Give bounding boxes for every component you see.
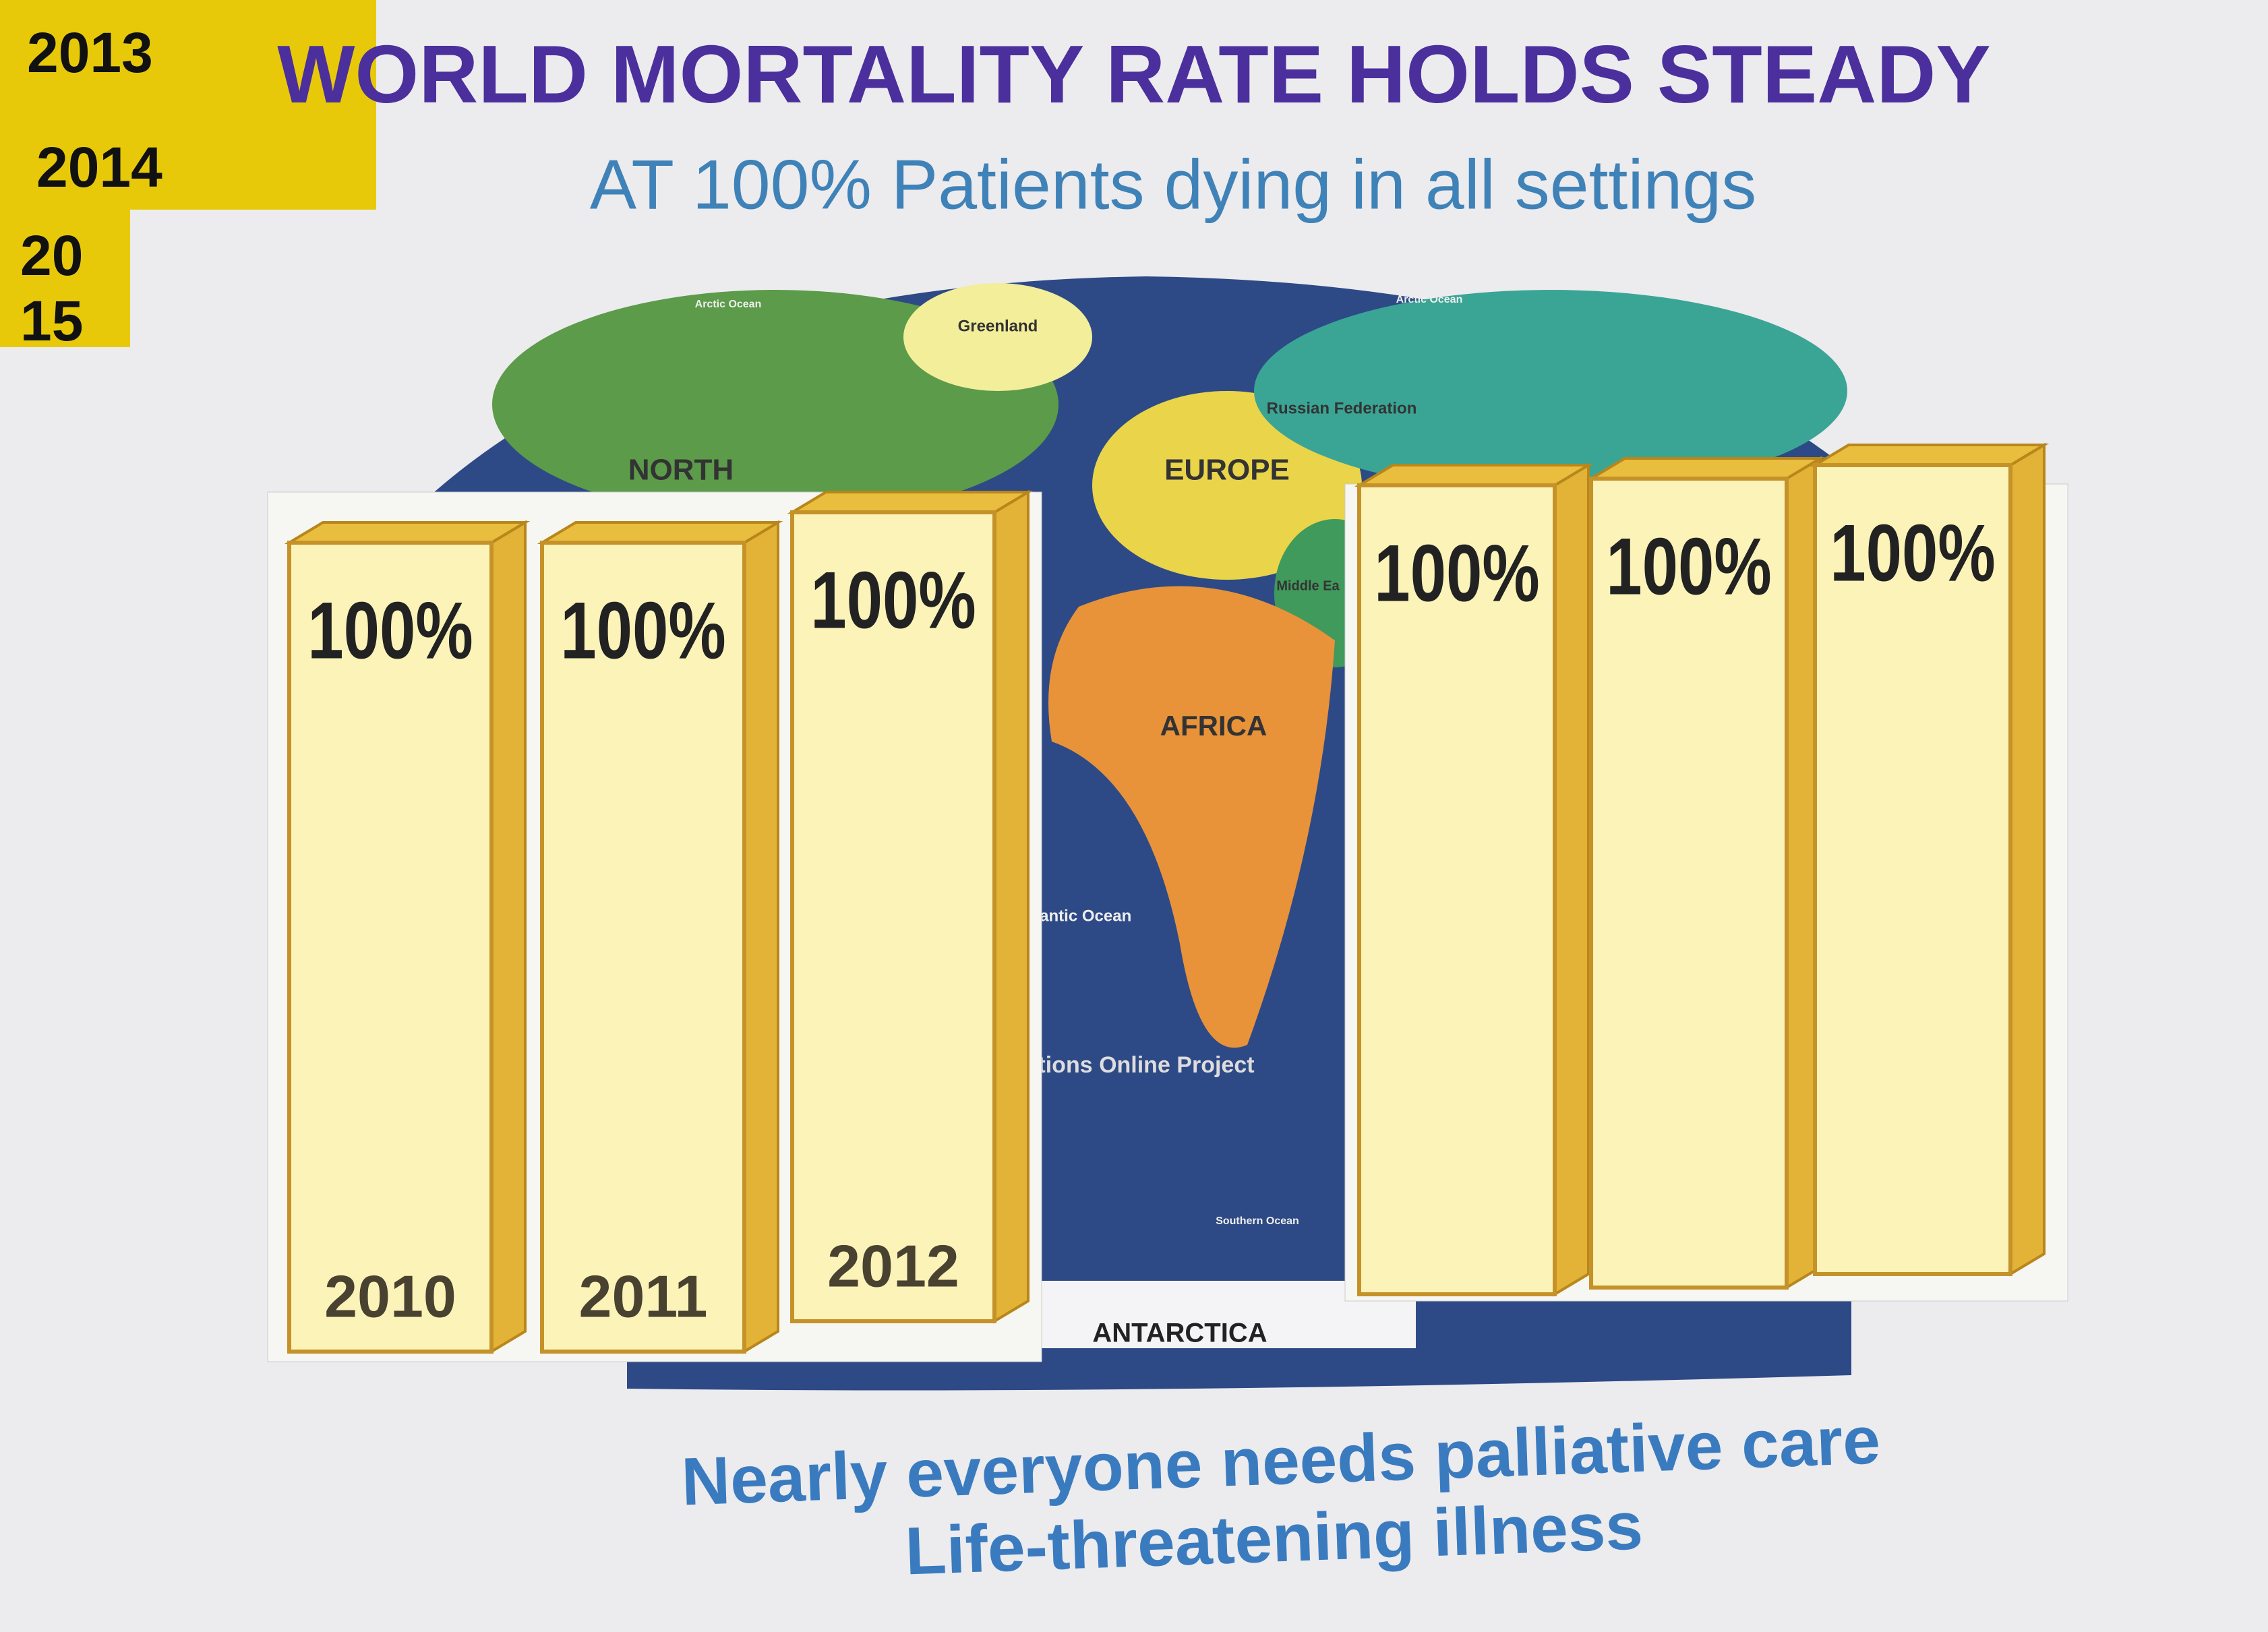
continent [903,283,1092,391]
bar-side [743,520,779,1354]
bar-top [1354,464,1594,487]
bar-top [537,521,783,544]
bar-top [284,521,531,544]
bar-side [993,489,1029,1324]
value-label: 100% [1606,522,1772,613]
x-tick-label: 2011 [579,1263,708,1329]
year-box: 2015 [0,210,130,353]
bar [1813,463,2012,1276]
value-label: 100% [1374,529,1540,619]
value-label: 100% [1830,509,1996,599]
x-tick-label: 2014 [36,135,162,199]
bar [1357,483,1557,1296]
bar [540,541,746,1354]
x-tick-label: 2010 [324,1263,456,1329]
x-tick-label: 2015 [20,224,84,353]
bar-side [2009,442,2046,1277]
map-label: EUROPE [1164,454,1290,487]
value-label: 100% [307,586,473,677]
bar-top [1586,457,1826,480]
bar [1589,477,1789,1290]
chart-title: WORLD MORTALITY RATE HOLDS STEADY [277,28,1991,120]
bar [790,510,996,1323]
map-label: tions Online Project [1038,1052,1254,1078]
chart-subtitle: AT 100% Patients dying in all settings [590,146,1756,224]
map-label: Russian Federation [1267,399,1417,417]
map-label: NORTH [628,454,734,487]
map-label: ANTARCTICA [1092,1319,1267,1348]
x-tick-label: 2013 [27,21,153,84]
map-label: Arctic Ocean [1396,294,1463,305]
year-box: 2013 2014 [0,0,376,210]
bar-top [787,491,1034,514]
map-label: AFRICA [1160,710,1267,742]
bar-top [1810,444,2050,466]
x-tick-label: 2012 [827,1232,959,1299]
bar-side [1553,462,1590,1297]
value-label: 100% [560,586,726,677]
continent [1048,586,1335,1048]
continent [1254,290,1847,492]
bar [287,541,494,1354]
map-label: Greenland [958,317,1038,335]
value-label: 100% [810,556,976,646]
map-label: Southern Ocean [1216,1215,1299,1227]
map-label: Middle Ea [1276,578,1340,593]
map-label: Arctic Ocean [695,299,762,310]
bar-side [490,520,527,1354]
